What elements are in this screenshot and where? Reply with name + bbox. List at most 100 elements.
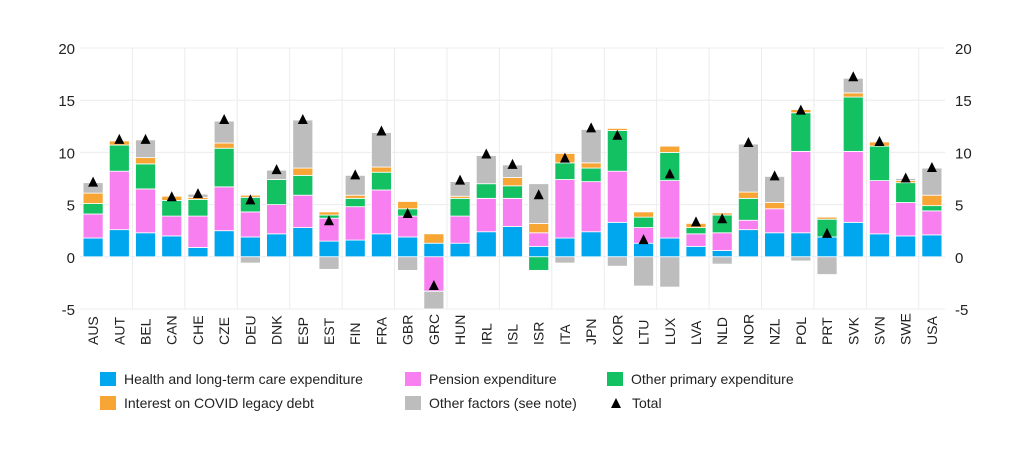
total-marker-esp [297, 114, 308, 125]
x-tick-label: IRL [478, 323, 494, 345]
x-tick-label: ISR [531, 322, 547, 345]
x-tick-label: BEL [138, 318, 154, 345]
bar-segment-usa [921, 167, 943, 196]
y-tick-label: 10 [955, 145, 972, 162]
y-tick-label: 10 [58, 145, 75, 162]
bar-segment-ita [554, 256, 576, 264]
bar-segment-ltu [633, 216, 654, 228]
y-tick-label: 0 [955, 250, 963, 267]
legend-label: Interest on COVID legacy debt [124, 395, 314, 411]
bar-segment-cze [213, 147, 235, 188]
bar-segment-irl [475, 183, 497, 199]
bar-segment-nor [738, 229, 759, 258]
y-tick-label: 15 [955, 93, 972, 110]
x-tick-label: GBR [400, 315, 416, 345]
bar-segment-aut [108, 229, 130, 258]
legend-item-health: Health and long-term care expenditure [100, 370, 405, 388]
bar-segment-jpn [580, 231, 602, 258]
bar-segment-kor [606, 170, 628, 223]
bar-segment-fra [371, 132, 392, 168]
y-tick-label: -5 [62, 302, 75, 319]
legend-item-total: Total [607, 394, 847, 412]
total-marker-lux [664, 168, 675, 179]
bar-segment-swe [895, 182, 917, 203]
bar-segment-nor [738, 219, 759, 231]
x-tick-label: ISL [505, 324, 521, 345]
bar-segment-grc [423, 233, 445, 244]
total-marker-aut [114, 133, 125, 144]
bar-segment-isr [528, 183, 550, 224]
bar-segment-svk [842, 92, 864, 98]
bar-segment-ltu [633, 211, 654, 218]
legend-item-other-primary: Other primary expenditure [607, 370, 847, 388]
bar-segment-dnk [266, 233, 287, 258]
bar-segment-fin [344, 206, 366, 241]
bar-segment-fra [371, 171, 392, 191]
bar-segment-jpn [580, 167, 602, 183]
bar-segment-fra [371, 166, 392, 173]
y-tick-label: 15 [58, 93, 75, 110]
bar-segment-nld [711, 232, 733, 251]
bar-segment-esp [292, 174, 314, 196]
bar-segment-lva [685, 227, 707, 235]
bar-segment-cze [213, 230, 235, 258]
bar-segment-cze [213, 142, 235, 149]
bar-segment-usa [921, 210, 943, 236]
bar-segment-hun [449, 197, 471, 217]
bar-segment-can [161, 200, 183, 217]
bar-segment-svn [869, 180, 890, 235]
bar-segment-deu [239, 211, 261, 238]
bar-segment-kor [606, 221, 628, 258]
legend: Health and long-term care expenditure Pe… [100, 370, 847, 412]
bar-segment-grc [423, 242, 445, 258]
bar-segment-gbr [397, 215, 419, 238]
bar-segment-isl [502, 197, 523, 227]
bar-segment-grc [423, 290, 445, 310]
bar-segment-esp [292, 227, 314, 258]
bar-segment-nor [738, 143, 759, 193]
bar-segment-irl [475, 197, 497, 233]
bar-segment-che [187, 198, 209, 217]
bar-segment-gbr [397, 236, 419, 258]
bar-segment-esp [292, 194, 314, 228]
bar-segment-nzl [764, 202, 786, 210]
legend-label: Other primary expenditure [631, 371, 794, 387]
bar-segment-fin [344, 194, 366, 199]
bar-segment-esp [292, 167, 314, 176]
bar-segment-usa [921, 234, 943, 258]
x-tick-label: ITA [557, 324, 573, 345]
total-marker-fin [350, 169, 361, 180]
legend-swatch [100, 396, 116, 410]
bars [82, 77, 943, 310]
bar-segment-ltu [633, 242, 654, 258]
x-tick-label: POL [793, 317, 809, 345]
bar-segment-pol [790, 150, 812, 234]
bar-segment-isl [502, 185, 523, 199]
bar-segment-jpn [580, 129, 602, 164]
bar-segment-irl [475, 155, 497, 185]
total-marker-aus [88, 176, 99, 187]
bar-segment-jpn [580, 181, 602, 233]
bar-segment-can [161, 215, 183, 237]
bar-segment-bel [135, 163, 156, 190]
x-tick-label: CHE [190, 315, 206, 345]
x-tick-label: CZE [216, 317, 232, 345]
total-marker-prt [822, 227, 833, 238]
x-tick-label: EST [321, 317, 337, 345]
bar-segment-pol [790, 232, 812, 258]
legend-swatch [405, 396, 421, 410]
bar-segment-aus [82, 237, 104, 258]
y-tick-label: -5 [955, 302, 968, 319]
y-tick-label: 0 [67, 250, 75, 267]
bar-segment-prt [816, 216, 838, 220]
legend-item-interest: Interest on COVID legacy debt [100, 394, 405, 412]
bar-segment-can [161, 235, 183, 258]
total-marker-cze [219, 114, 230, 125]
y-tick-label: 20 [955, 41, 972, 58]
bar-segment-aus [82, 213, 104, 239]
bar-segment-pol [790, 112, 812, 152]
x-tick-label: ESP [295, 317, 311, 345]
bar-segment-est [318, 256, 340, 270]
x-tick-label: CAN [164, 315, 180, 345]
